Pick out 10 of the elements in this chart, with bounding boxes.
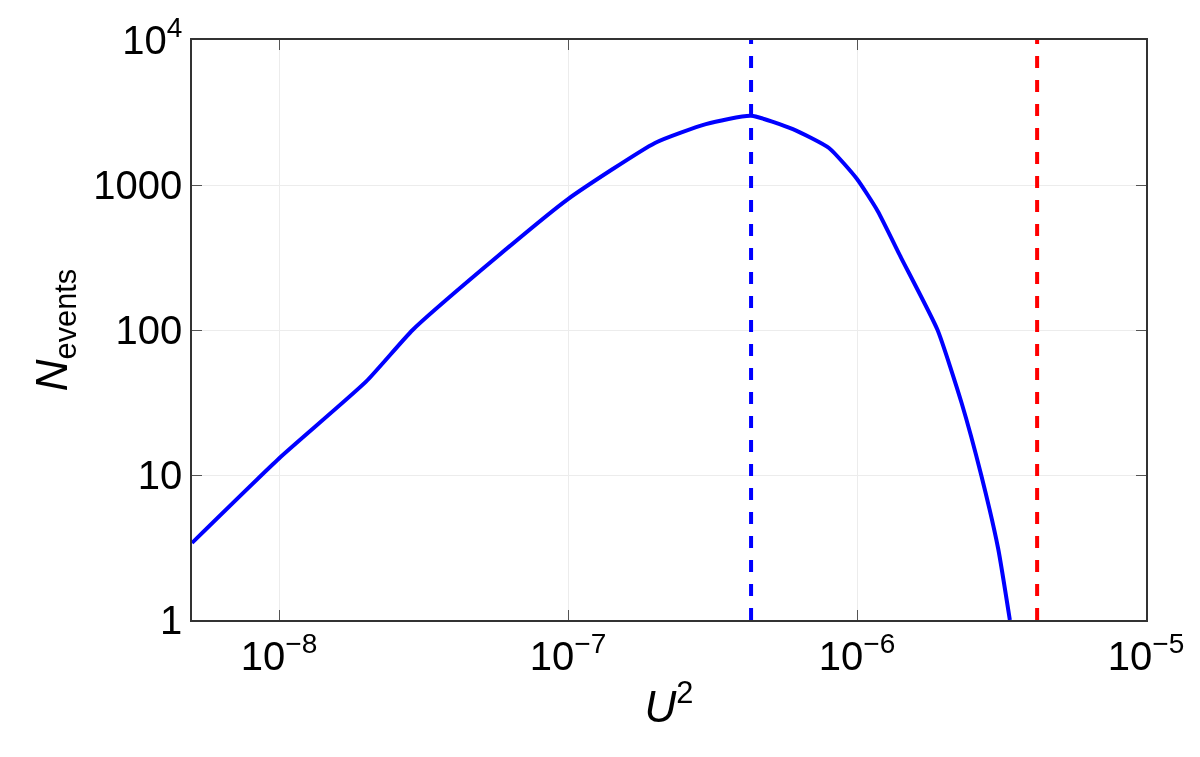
x-tick-label: 10$^{−5}$ bbox=[1107, 627, 1185, 678]
y-tick-label: 1000 bbox=[93, 163, 183, 207]
y-tick-label: 100 bbox=[115, 308, 183, 352]
x-tick-label: 10$^{−6}$ bbox=[818, 627, 896, 678]
x-tick-label: 10$^{−7}$ bbox=[529, 627, 607, 678]
x-axis-title: U$^{2}$ bbox=[644, 675, 694, 731]
x-tick-label: 10$^{−8}$ bbox=[240, 627, 318, 678]
y-tick-label: 10$^{4}$ bbox=[122, 12, 183, 62]
y-tick-label: 10 bbox=[137, 453, 183, 497]
y-tick-label: 1 bbox=[160, 598, 183, 642]
